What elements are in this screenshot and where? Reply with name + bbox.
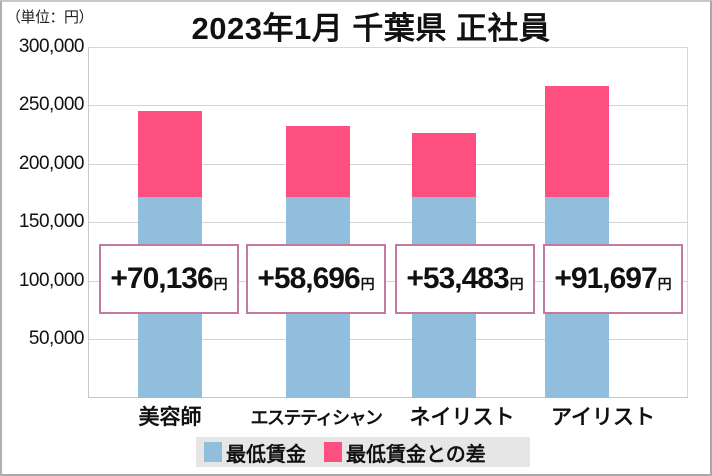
- diff-value: +58,696: [257, 262, 360, 295]
- y-tick-300000: 300,000: [18, 36, 85, 57]
- diff-label-eyelist: +91,697 円: [543, 244, 683, 314]
- legend-label: 最低賃金: [226, 443, 306, 466]
- diff-value: +53,483: [406, 262, 509, 295]
- bar-segment-diff: [545, 86, 609, 197]
- gridline: [89, 281, 687, 282]
- diff-value: +70,136: [110, 262, 213, 295]
- bar-eyelist: [545, 86, 609, 398]
- yen-unit: 円: [657, 276, 672, 292]
- chart-title: 2023年1月 千葉県 正社員: [191, 11, 551, 46]
- bar-segment-diff: [286, 126, 350, 197]
- gridline: [89, 339, 687, 340]
- legend-item-difference: 最低賃金との差: [324, 438, 486, 467]
- y-tick-150000: 150,000: [18, 211, 85, 232]
- y-tick-200000: 200,000: [18, 153, 85, 174]
- diff-label-nailist: +53,483 円: [395, 244, 535, 314]
- legend-label: 最低賃金との差: [346, 443, 486, 466]
- y-tick-250000: 250,000: [18, 94, 85, 115]
- unit-label: （単位：円）: [6, 9, 94, 26]
- legend-swatch-blue: [204, 442, 222, 462]
- yen-unit: 円: [360, 276, 375, 292]
- y-tick-50000: 50,000: [28, 328, 85, 349]
- bar-segment-diff: [138, 111, 202, 197]
- yen-unit: 円: [213, 276, 228, 292]
- gridline: [89, 105, 687, 106]
- x-label-nailist: ネイリスト: [409, 406, 515, 429]
- legend: 最低賃金 最低賃金との差: [196, 437, 530, 467]
- plot-area: [88, 47, 688, 398]
- diff-value: +91,697: [554, 262, 657, 295]
- gridline: [89, 164, 687, 165]
- x-label-eyelist: アイリスト: [551, 406, 655, 429]
- x-label-biyoushi: 美容師: [138, 406, 202, 429]
- gridline: [89, 222, 687, 223]
- yen-unit: 円: [509, 276, 524, 292]
- legend-swatch-pink: [324, 442, 342, 462]
- legend-item-minimum-wage: 最低賃金: [204, 438, 306, 467]
- diff-label-biyoushi: +70,136 円: [99, 244, 239, 314]
- diff-label-esthetician: +58,696 円: [246, 244, 386, 314]
- bar-segment-diff: [412, 133, 476, 197]
- y-tick-100000: 100,000: [18, 270, 85, 291]
- x-label-esthetician: エステティシャン: [250, 408, 383, 428]
